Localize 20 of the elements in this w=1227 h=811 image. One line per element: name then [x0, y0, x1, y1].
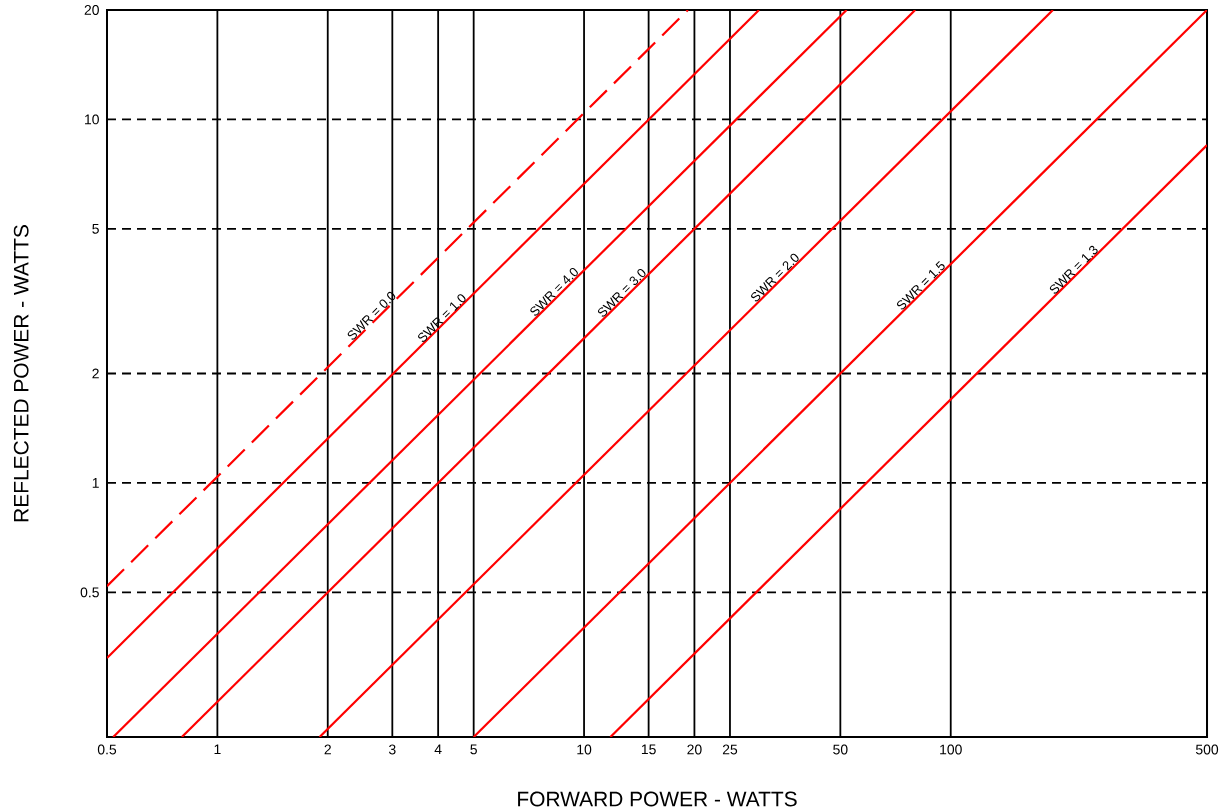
y-tick-label: 0.5: [80, 587, 99, 598]
y-tick-label: 2: [92, 368, 99, 379]
x-tick-label: 20: [687, 744, 702, 755]
x-tick-label: 50: [833, 744, 848, 755]
x-tick-label: 2: [324, 744, 331, 755]
y-axis-title: REFLECTED POWER - WATTS: [13, 225, 29, 522]
x-tick-label: 500: [1195, 744, 1219, 755]
x-tick-label: 10: [577, 744, 592, 755]
x-axis-title: FORWARD POWER - WATTS: [518, 791, 797, 807]
y-tick-label: 20: [84, 5, 99, 15]
x-tick-label: 1: [214, 744, 221, 755]
x-tick-label: 5: [470, 744, 477, 755]
x-tick-label: 25: [722, 744, 738, 755]
x-tick-label: 4: [434, 744, 442, 755]
y-tick-label: 1: [92, 478, 99, 488]
x-tick-label: 15: [641, 744, 656, 755]
y-tick-label: 10: [85, 114, 99, 125]
y-tick-label: 5: [92, 223, 99, 234]
x-tick-label: 100: [940, 744, 962, 755]
x-tick-label: 3: [388, 744, 396, 755]
